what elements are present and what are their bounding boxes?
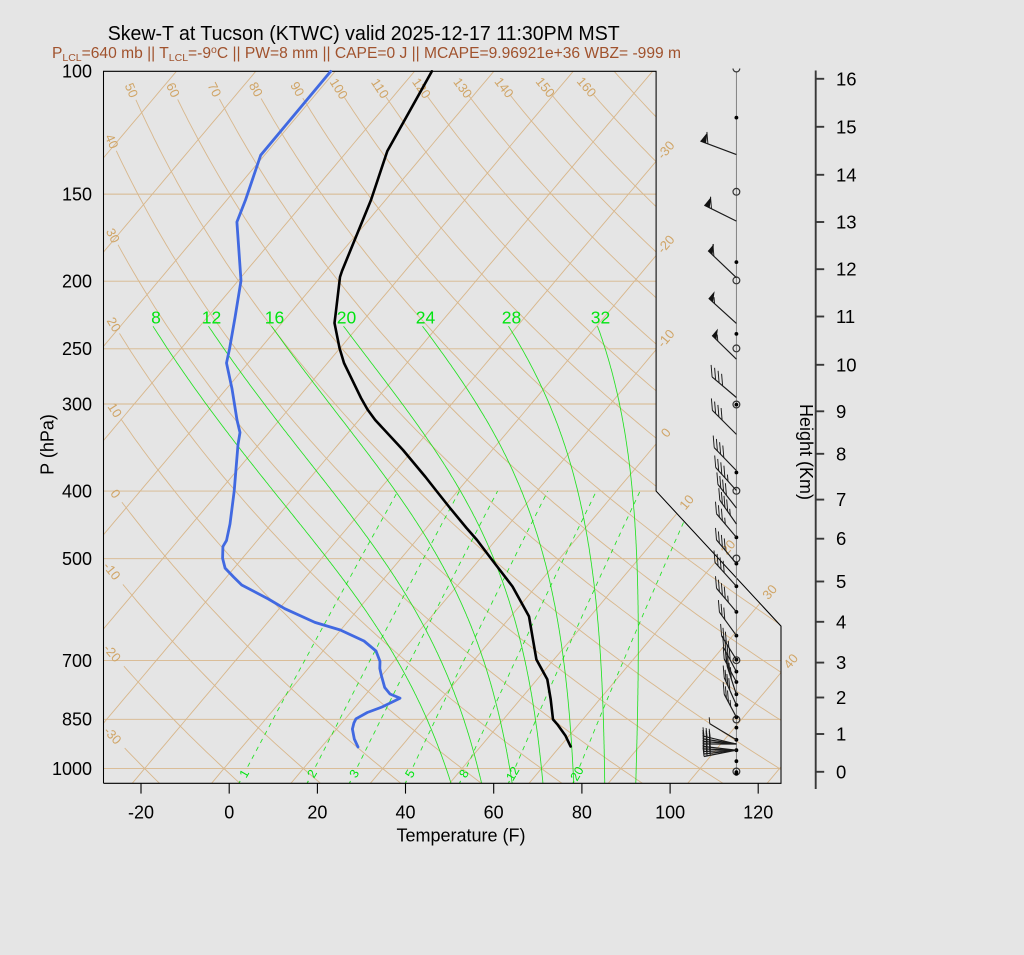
svg-text:P (hPa): P (hPa) [38, 414, 58, 475]
svg-text:13: 13 [836, 211, 857, 232]
svg-text:60: 60 [163, 80, 183, 99]
svg-text:7: 7 [836, 489, 846, 510]
svg-text:1000: 1000 [52, 759, 92, 779]
svg-text:8: 8 [151, 308, 161, 328]
svg-text:700: 700 [62, 651, 92, 671]
svg-text:16: 16 [836, 68, 857, 89]
svg-text:9: 9 [836, 401, 846, 422]
svg-text:10: 10 [836, 354, 857, 375]
svg-text:70: 70 [205, 80, 225, 100]
svg-text:4: 4 [836, 611, 846, 632]
svg-text:20: 20 [337, 308, 357, 328]
svg-text:80: 80 [572, 803, 592, 823]
svg-text:Height (Km): Height (Km) [796, 404, 816, 500]
svg-text:0: 0 [224, 803, 234, 823]
svg-text:120: 120 [743, 803, 773, 823]
svg-text:14: 14 [836, 164, 857, 185]
svg-text:850: 850 [62, 710, 92, 730]
svg-text:30: 30 [103, 226, 123, 246]
svg-text:32: 32 [591, 308, 610, 328]
svg-text:Skew-T at Tucson (KTWC) valid: Skew-T at Tucson (KTWC) valid 2025-12-17… [108, 22, 620, 45]
svg-text:2: 2 [836, 687, 846, 708]
svg-text:24: 24 [416, 308, 436, 328]
svg-text:16: 16 [265, 308, 284, 328]
svg-text:12: 12 [202, 308, 221, 328]
svg-text:300: 300 [62, 394, 92, 414]
svg-text:6: 6 [836, 528, 846, 549]
svg-text:0: 0 [836, 761, 846, 782]
svg-text:100: 100 [655, 803, 685, 823]
svg-text:20: 20 [104, 314, 124, 334]
svg-text:90: 90 [287, 79, 307, 99]
svg-text:40: 40 [395, 803, 415, 823]
svg-text:8: 8 [836, 443, 846, 464]
svg-text:11: 11 [836, 306, 855, 327]
svg-text:12: 12 [503, 764, 522, 783]
svg-text:40: 40 [102, 132, 122, 151]
svg-text:500: 500 [62, 549, 92, 569]
svg-text:5: 5 [836, 571, 846, 592]
svg-text:400: 400 [62, 481, 92, 501]
svg-text:12: 12 [836, 259, 857, 280]
svg-text:60: 60 [484, 803, 504, 823]
svg-text:1: 1 [836, 723, 846, 744]
svg-text:10: 10 [105, 400, 126, 420]
svg-text:50: 50 [122, 81, 141, 100]
svg-text:150: 150 [62, 184, 92, 204]
svg-text:15: 15 [836, 116, 857, 137]
svg-text:200: 200 [62, 272, 92, 292]
svg-text:28: 28 [502, 308, 521, 328]
svg-text:20: 20 [568, 764, 587, 783]
svg-text:PLCL=640 mb || TLCL=-9oC || PW: PLCL=640 mb || TLCL=-9oC || PW=8 mm || C… [52, 44, 681, 64]
svg-text:100: 100 [62, 62, 92, 82]
svg-text:20: 20 [307, 803, 327, 823]
svg-text:80: 80 [246, 79, 266, 99]
svg-text:3: 3 [836, 652, 846, 673]
svg-text:-20: -20 [128, 803, 154, 823]
svg-text:250: 250 [62, 339, 92, 359]
svg-text:Temperature (F): Temperature (F) [396, 826, 525, 846]
